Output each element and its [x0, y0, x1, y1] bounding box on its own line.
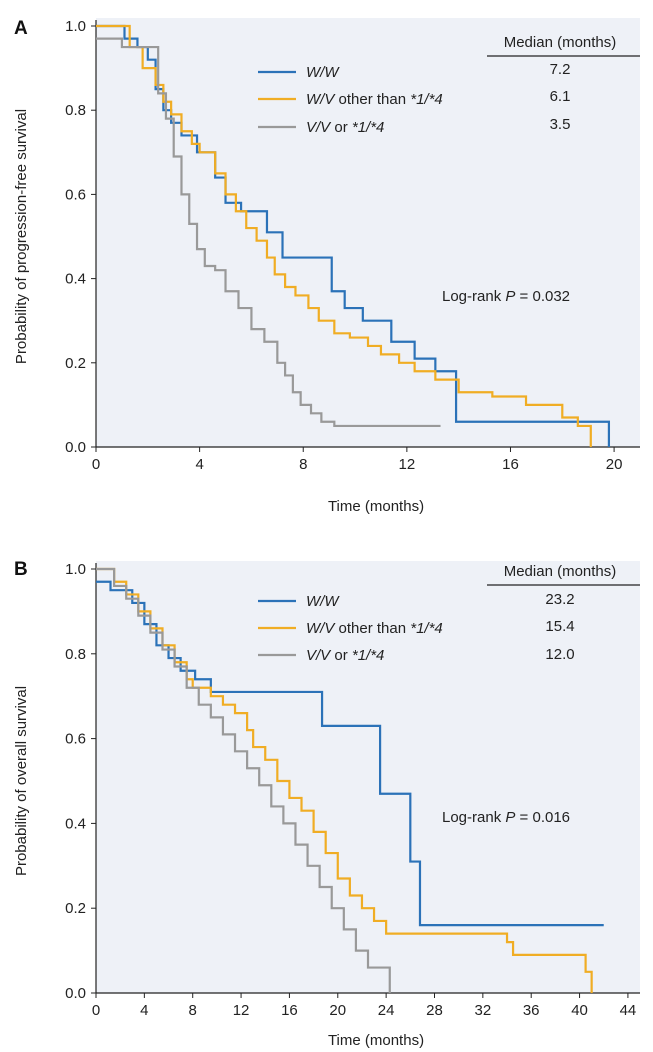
x-tick-label: 40: [571, 1002, 588, 1019]
median-value: 7.2: [550, 61, 571, 78]
panel-label: B: [14, 559, 28, 580]
y-tick-label: 0.4: [65, 271, 86, 288]
y-tick-label: 0.8: [65, 646, 86, 663]
x-tick-label: 36: [523, 1002, 540, 1019]
series-line-ww: [96, 24, 611, 447]
x-tick-label: 4: [140, 1002, 148, 1019]
y-axis-label: Probability of overall survival: [13, 686, 30, 876]
y-tick-label: 0.6: [65, 731, 86, 748]
y-tick-label: 1.0: [65, 18, 86, 35]
x-axis-label: Time (months): [328, 498, 424, 515]
x-tick-label: 28: [426, 1002, 443, 1019]
x-tick-label: 12: [399, 456, 416, 473]
legend-label-wv: W/V other than *1/*4: [306, 620, 443, 637]
logrank-annotation: Log-rank P = 0.032: [442, 288, 570, 305]
x-tick-label: 0: [92, 456, 100, 473]
y-tick-label: 1.0: [65, 561, 86, 578]
median-value: 6.1: [550, 88, 571, 105]
x-tick-label: 16: [502, 456, 519, 473]
y-axis-label: Probability of progression-free survival: [13, 109, 30, 364]
plot-area: [96, 561, 640, 993]
median-header: Median (months): [504, 563, 617, 580]
x-tick-label: 16: [281, 1002, 298, 1019]
x-axis-label: Time (months): [328, 1032, 424, 1049]
x-tick-label: 8: [189, 1002, 197, 1019]
y-tick-label: 0.2: [65, 355, 86, 372]
x-tick-label: 44: [620, 1002, 637, 1019]
median-value: 12.0: [545, 646, 574, 663]
x-tick-label: 12: [233, 1002, 250, 1019]
y-tick-label: 0.2: [65, 900, 86, 917]
panel-label: A: [14, 18, 28, 39]
series-line-vv: [96, 567, 391, 993]
legend-label-vv: V/V or *1/*4: [306, 647, 384, 664]
legend-label-wv: W/V other than *1/*4: [306, 91, 443, 108]
legend-label-ww: W/W: [306, 593, 340, 610]
x-tick-label: 4: [195, 456, 203, 473]
y-tick-label: 0.0: [65, 985, 86, 1002]
median-value: 23.2: [545, 591, 574, 608]
plot-area: [96, 18, 640, 447]
legend-label-ww: W/W: [306, 64, 340, 81]
x-tick-label: 24: [378, 1002, 395, 1019]
x-tick-label: 32: [475, 1002, 492, 1019]
x-tick-label: 8: [299, 456, 307, 473]
series-line-wv: [96, 24, 592, 447]
logrank-annotation: Log-rank P = 0.016: [442, 809, 570, 826]
x-tick-label: 20: [329, 1002, 346, 1019]
y-tick-label: 0.6: [65, 186, 86, 203]
x-tick-label: 0: [92, 1002, 100, 1019]
x-tick-label: 20: [606, 456, 623, 473]
legend-label-vv: V/V or *1/*4: [306, 119, 384, 136]
y-tick-label: 0.4: [65, 815, 86, 832]
y-tick-label: 0.8: [65, 102, 86, 119]
series-line-ww: [96, 580, 604, 927]
median-value: 3.5: [550, 116, 571, 133]
median-header: Median (months): [504, 34, 617, 51]
y-tick-label: 0.0: [65, 439, 86, 456]
series-line-vv: [96, 37, 441, 428]
median-value: 15.4: [545, 618, 574, 635]
